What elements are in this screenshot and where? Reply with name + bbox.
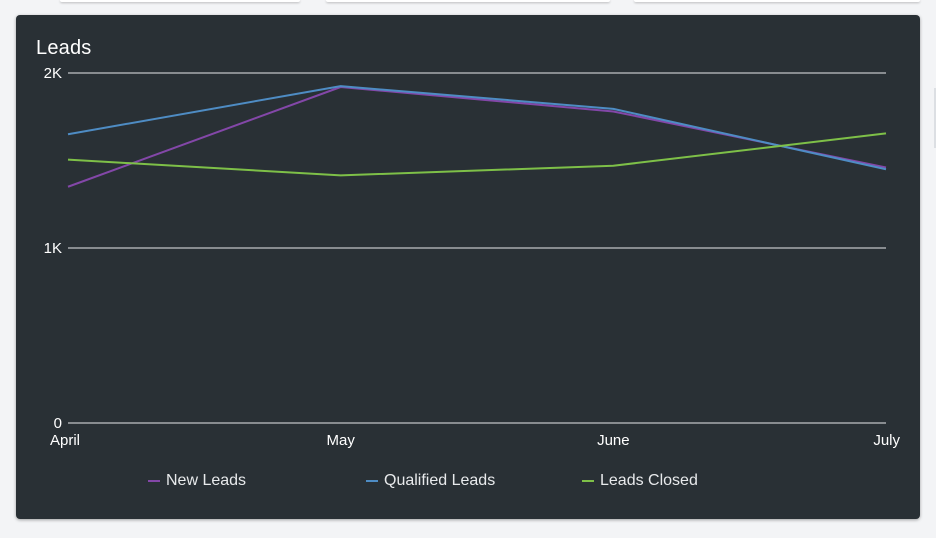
chart-legend: New Leads Qualified Leads Leads Closed	[16, 472, 920, 494]
x-tick-label: June	[597, 432, 630, 449]
leads-line-chart: 0 1K 2K April May June July	[44, 65, 901, 449]
y-tick-label: 0	[54, 415, 62, 432]
legend-item-qualified-leads[interactable]: Qualified Leads	[366, 472, 495, 490]
background-card-edge	[934, 88, 936, 148]
legend-label: New Leads	[166, 472, 247, 489]
x-tick-label: April	[50, 432, 80, 449]
series-line-qualified-leads	[67, 85, 887, 171]
series-line-leads-closed	[67, 132, 887, 177]
y-tick-label: 1K	[44, 240, 62, 257]
background-card-top	[634, 0, 920, 2]
background-card-top	[60, 0, 300, 2]
legend-swatch	[582, 480, 594, 482]
legend-label: Leads Closed	[600, 472, 698, 489]
background-card-top	[326, 0, 610, 2]
chart-title: Leads	[36, 37, 92, 59]
legend-item-leads-closed[interactable]: Leads Closed	[582, 472, 698, 490]
legend-label: Qualified Leads	[384, 472, 496, 489]
leads-chart-card: Leads 0 1K 2K April May June July New Leads Qua…	[16, 15, 920, 519]
legend-item-new-leads[interactable]: New Leads	[148, 472, 246, 490]
x-tick-label: May	[326, 432, 355, 449]
legend-swatch	[366, 480, 378, 482]
legend-swatch	[148, 480, 160, 482]
y-tick-label: 2K	[44, 65, 62, 82]
x-tick-label: July	[873, 432, 900, 449]
series-line-new-leads	[67, 86, 887, 188]
